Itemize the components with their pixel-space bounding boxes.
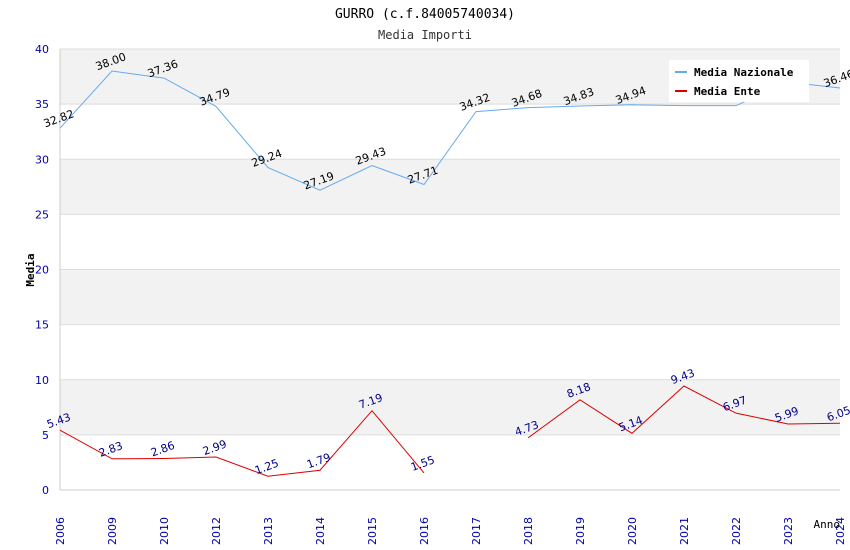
x-tick-label: 2015 (366, 517, 379, 545)
y-tick-label: 15 (35, 319, 49, 332)
y-tick-label: 35 (35, 98, 49, 111)
x-tick-label: 2024 (834, 517, 847, 545)
grid-band (60, 269, 840, 325)
series-line-media-ente (527, 385, 841, 439)
data-label: 2.83 (97, 439, 124, 460)
chart-title: GURRO (c.f.84005740034) (335, 7, 515, 22)
y-tick-label: 25 (35, 208, 49, 221)
data-label: 1.79 (305, 451, 332, 472)
series-line-media-ente (59, 409, 425, 477)
y-axis-label: Media (24, 253, 37, 286)
y-tick-label: 10 (35, 374, 49, 387)
x-tick-label: 2021 (678, 517, 691, 545)
series-lines (59, 70, 841, 477)
y-tick-label: 0 (42, 484, 49, 497)
x-tick-label: 2014 (314, 517, 327, 545)
x-tick-label: 2010 (158, 517, 171, 545)
x-axis-label: Anno (814, 518, 841, 531)
x-tick-label: 2013 (262, 517, 275, 545)
legend-entry: Media Nazionale (694, 66, 794, 79)
series-line-media-nazionale (59, 70, 841, 191)
legend-box (669, 60, 809, 102)
x-tick-label: 2009 (106, 517, 119, 545)
y-tick-label: 20 (35, 264, 49, 277)
y-tick-label: 5 (42, 429, 49, 442)
x-tick-label: 2006 (54, 517, 67, 545)
data-label: 2.99 (201, 437, 228, 458)
x-tick-label: 2022 (730, 517, 743, 545)
y-tick-label: 40 (35, 43, 49, 56)
grid-bands (60, 48, 840, 491)
x-tick-label: 2018 (522, 517, 535, 545)
chart-subtitle: Media Importi (378, 28, 472, 42)
data-label: 1.25 (253, 457, 280, 478)
x-tick-label: 2020 (626, 517, 639, 545)
x-tick-label: 2012 (210, 517, 223, 545)
x-tick-label: 2016 (418, 517, 431, 545)
legend: Media Nazionale Media Ente (669, 60, 809, 102)
x-tick-label: 2017 (470, 517, 483, 545)
x-tick-label: 2023 (782, 517, 795, 545)
axes: 0 5 10 15 20 25 30 35 40 2006 2009 2010 2012 2013 2014… (35, 43, 847, 545)
y-tick-label: 30 (35, 153, 49, 166)
x-tick-label: 2019 (574, 517, 587, 545)
legend-entry: Media Ente (694, 85, 761, 98)
data-label: 2.86 (149, 439, 176, 460)
grid-band (60, 379, 840, 435)
grid-band (60, 159, 840, 215)
